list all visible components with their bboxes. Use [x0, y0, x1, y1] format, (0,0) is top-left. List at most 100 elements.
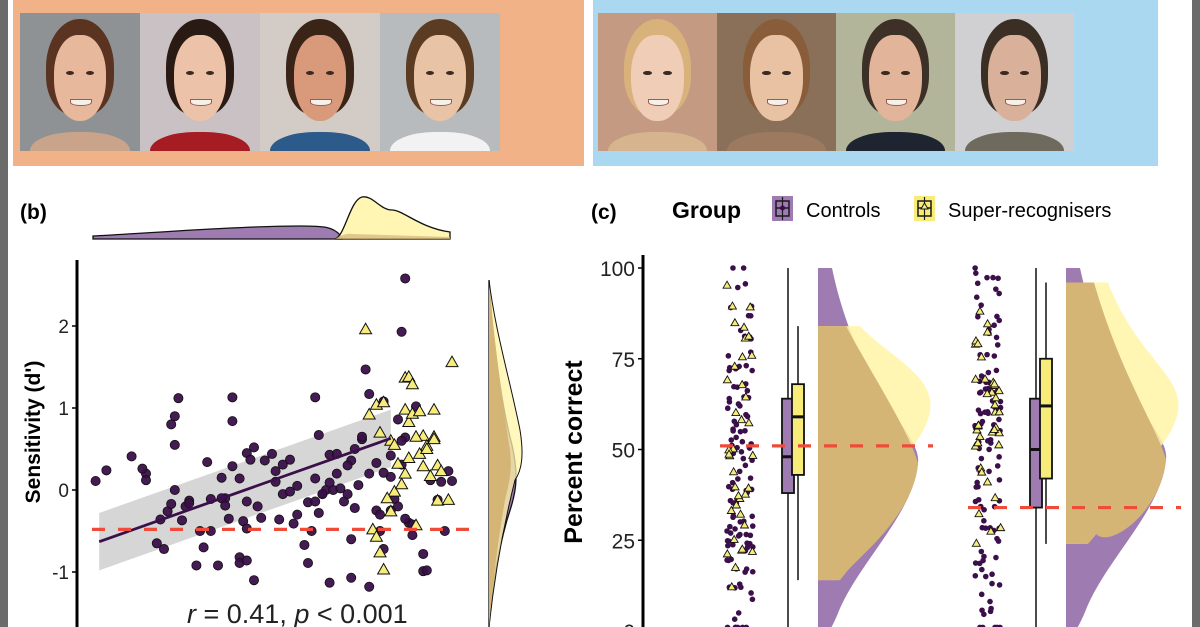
face-photo — [20, 13, 140, 151]
jitter-point-controls — [725, 483, 732, 490]
point-controls — [140, 475, 151, 486]
jitter-point-controls — [987, 608, 994, 615]
jitter-point-controls — [981, 517, 987, 524]
y-tick-label: 100 — [600, 258, 635, 281]
point-super-recognisers — [394, 477, 409, 490]
jitter-point-super-recognisers — [733, 490, 744, 500]
panel-label-c: (c) — [591, 201, 617, 224]
point-super-recognisers — [369, 529, 384, 542]
point-controls — [324, 577, 335, 588]
scatter-panel: -1 0 1 2 Sensitivity (d') r = 0.41, p < 0.001 — [22, 196, 523, 627]
point-super-recognisers — [441, 492, 456, 505]
point-controls — [360, 364, 371, 375]
point-super-recognisers — [430, 493, 445, 506]
jitter-point-super-recognisers — [739, 520, 750, 529]
point-controls — [292, 509, 303, 520]
point-controls — [371, 457, 382, 468]
jitter-point-super-recognisers — [975, 431, 985, 440]
right-density-overlap — [489, 285, 511, 627]
jitter-point-controls — [735, 533, 742, 539]
point-controls — [356, 431, 367, 442]
jitter-point-super-recognisers — [745, 302, 756, 311]
jitter-point-controls — [973, 294, 980, 300]
point-controls — [169, 484, 180, 495]
point-controls — [212, 560, 223, 571]
point-super-recognisers — [362, 407, 377, 420]
jitter-point-controls — [994, 342, 1001, 348]
jitter-point-super-recognisers — [730, 317, 740, 327]
jitter-point-super-recognisers — [735, 509, 746, 518]
jitter-point-controls — [978, 389, 984, 395]
jitter-point-controls — [993, 367, 1000, 374]
jitter-point-controls — [996, 582, 1003, 588]
jitter-point-controls — [991, 353, 998, 359]
jitter-point-controls — [733, 421, 740, 428]
point-controls — [324, 477, 335, 488]
point-controls — [392, 414, 403, 425]
jitter-point-controls — [978, 455, 985, 462]
jitter-point-super-recognisers — [744, 417, 754, 427]
y-tick-label: 50 — [612, 440, 635, 463]
jitter-point-controls — [731, 616, 738, 622]
jitter-point-controls — [985, 369, 992, 376]
point-super-recognisers — [405, 377, 420, 390]
point-super-recognisers — [373, 425, 387, 438]
point-super-recognisers — [387, 437, 402, 450]
jitter-point-super-recognisers — [736, 414, 747, 424]
point-super-recognisers — [412, 404, 427, 417]
point-controls — [421, 565, 432, 576]
jitter-point-controls — [749, 513, 756, 520]
jitter-point-controls — [735, 284, 741, 291]
jitter-point-controls — [744, 413, 751, 420]
point-super-recognisers — [401, 451, 416, 464]
point-controls — [245, 454, 256, 465]
jitter-point-controls — [996, 477, 1003, 483]
real-faces-panel — [13, 0, 584, 166]
ai-faces-panel — [593, 0, 1158, 166]
box-super-recognisers — [1039, 357, 1053, 480]
point-controls — [313, 507, 324, 518]
point-super-recognisers — [416, 459, 431, 472]
legend-key-super-recognisers — [914, 196, 935, 221]
jitter-point-controls — [986, 446, 992, 453]
jitter-point-controls — [989, 571, 995, 578]
point-controls — [418, 548, 429, 559]
point-controls — [234, 473, 245, 484]
point-controls — [353, 480, 364, 491]
point-super-recognisers — [434, 464, 449, 477]
jitter-point-controls — [972, 265, 978, 271]
point-controls — [184, 498, 195, 509]
jitter-point-super-recognisers — [989, 379, 1000, 388]
jitter-point-super-recognisers — [971, 538, 982, 547]
jitter-point-controls — [740, 455, 747, 462]
point-controls — [346, 572, 357, 583]
point-controls — [364, 389, 375, 400]
point-controls — [227, 392, 238, 403]
jitter-point-controls — [975, 313, 981, 320]
point-controls — [259, 455, 270, 466]
jitter-point-controls — [730, 514, 736, 521]
point-controls — [317, 489, 328, 500]
jitter-point-controls — [993, 286, 999, 292]
face-photo — [380, 13, 500, 151]
point-controls — [266, 448, 277, 459]
jitter-point-controls — [730, 541, 736, 548]
jitter-point-controls — [977, 624, 983, 627]
point-controls — [310, 392, 321, 403]
y-axis-label: Percent correct — [560, 360, 588, 544]
real-faces-row — [20, 13, 500, 151]
jitter-point-controls — [735, 610, 742, 616]
jitter-point-super-recognisers — [739, 322, 749, 331]
point-super-recognisers — [376, 562, 391, 575]
jitter-point-controls — [744, 544, 751, 551]
jitter-point-super-recognisers — [722, 374, 733, 384]
legend-label-super-recognisers: Super-recognisers — [948, 200, 1111, 222]
jitter-point-controls — [749, 596, 756, 603]
jitter-point-controls — [739, 438, 746, 445]
point-controls — [248, 575, 259, 586]
jitter-point-controls — [973, 484, 980, 490]
y-tick-label: 1 — [58, 399, 69, 420]
y-tick-label: -1 — [52, 563, 69, 584]
jitter-point-super-recognisers — [973, 437, 983, 447]
jitter-point-controls — [735, 401, 742, 407]
